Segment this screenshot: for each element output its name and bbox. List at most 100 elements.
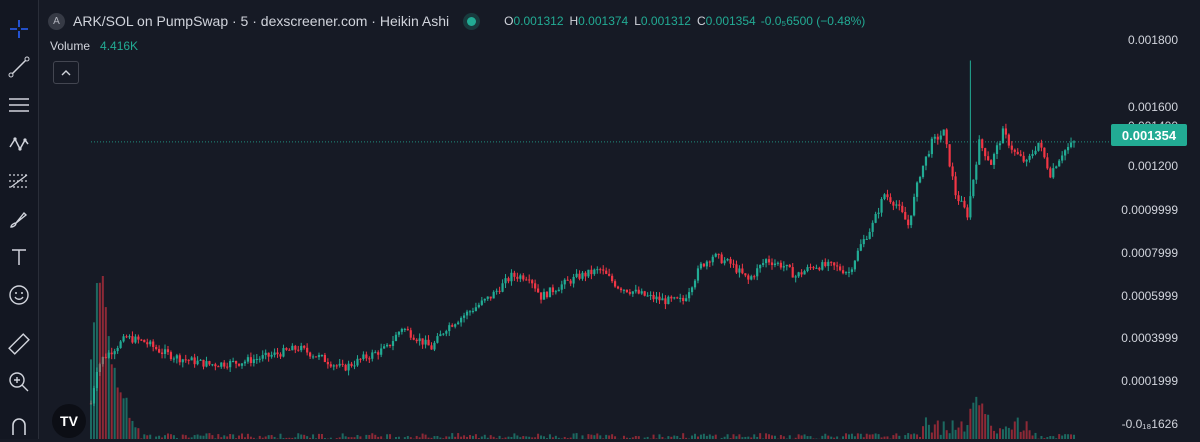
candle-body <box>350 364 352 366</box>
volume-bar <box>1061 436 1063 439</box>
symbol-badge[interactable]: A <box>48 13 65 30</box>
candle-body <box>427 340 429 346</box>
volume-bar <box>105 307 107 439</box>
candle-body <box>211 364 213 365</box>
crosshair-icon[interactable] <box>0 14 38 44</box>
volume-bar <box>164 435 166 439</box>
candle-body <box>1026 160 1028 162</box>
candle-body <box>510 273 512 281</box>
candle-body <box>1005 128 1007 134</box>
candle-body <box>898 204 900 205</box>
fib-icon[interactable] <box>0 166 38 196</box>
chart-title[interactable]: ARK/SOL on PumpSwap · 5 · dexscreener.co… <box>73 13 449 29</box>
candle-body <box>273 352 275 354</box>
candle-body <box>833 262 835 265</box>
volume-bar <box>972 403 974 439</box>
candle-body <box>652 295 654 299</box>
ruler-icon[interactable] <box>0 329 38 359</box>
volume-bar <box>200 436 202 439</box>
candle-body <box>1070 143 1072 148</box>
collapse-legend-button[interactable] <box>53 61 79 84</box>
candle-body <box>866 239 868 240</box>
volume-bar <box>422 434 424 439</box>
volume-bar <box>952 420 954 439</box>
candle-body <box>167 349 169 352</box>
volume-legend: Volume 4.416K <box>50 39 138 53</box>
volume-bar <box>185 435 187 439</box>
candle-body <box>638 290 640 294</box>
volume-bar <box>599 435 601 439</box>
volume-bar <box>925 417 927 439</box>
volume-bar <box>1070 434 1072 439</box>
volume-bar <box>907 433 909 439</box>
candle-body <box>901 206 903 212</box>
volume-bar <box>108 336 110 439</box>
magnet-icon[interactable] <box>0 412 38 442</box>
candle-body <box>318 355 320 357</box>
volume-bar <box>303 435 305 439</box>
candle-body <box>854 261 856 270</box>
candle-body <box>724 260 726 263</box>
candle-body <box>812 267 814 268</box>
candle-body <box>268 353 270 357</box>
volume-bar <box>451 433 453 439</box>
pattern-icon[interactable] <box>0 128 38 158</box>
brush-icon[interactable] <box>0 204 38 234</box>
candle-body <box>940 136 942 140</box>
candle-body <box>262 355 264 359</box>
candle-body <box>140 340 142 341</box>
candle-body <box>883 194 885 199</box>
candle-body <box>806 267 808 271</box>
volume-bar <box>1029 430 1031 439</box>
volume-bar <box>587 434 589 439</box>
candle-body <box>253 359 255 363</box>
low-value: 0.001312 <box>641 14 691 28</box>
candle-body <box>241 363 243 365</box>
candle-body <box>679 298 681 299</box>
volume-bar <box>611 434 613 439</box>
text-icon[interactable] <box>0 242 38 272</box>
candle-body <box>475 307 477 311</box>
tradingview-logo[interactable]: TV <box>52 404 86 438</box>
candle-body <box>803 271 805 274</box>
volume-bar <box>733 434 735 439</box>
candle-body <box>575 274 577 277</box>
volume-bar <box>170 434 172 439</box>
volume-bar <box>389 434 391 439</box>
candle-body <box>191 357 193 360</box>
candle-body <box>546 292 548 297</box>
candle-body <box>851 269 853 272</box>
emoji-icon[interactable] <box>0 280 38 310</box>
candle-body <box>1064 150 1066 155</box>
candle-body <box>667 297 669 304</box>
volume-bar <box>386 434 388 439</box>
candle-body <box>709 262 711 263</box>
candle-body <box>798 272 800 276</box>
volume-bar <box>120 392 122 439</box>
candle-body <box>445 331 447 334</box>
volume-bar <box>117 388 119 439</box>
candle-body <box>487 297 489 299</box>
volume-bar <box>860 434 862 439</box>
candle-body <box>655 297 657 300</box>
candle-body <box>182 359 184 362</box>
candle-body <box>463 315 465 317</box>
candle-body <box>750 276 752 279</box>
candle-body <box>424 340 426 345</box>
horizontal-lines-icon[interactable] <box>0 90 38 120</box>
volume-bar <box>356 435 358 439</box>
volume-bar <box>1058 434 1060 439</box>
candle-body <box>297 350 299 351</box>
candle-body <box>946 130 948 145</box>
zoom-in-icon[interactable] <box>0 367 38 397</box>
candle-body <box>658 297 660 301</box>
candle-body <box>768 259 770 262</box>
trend-line-icon[interactable] <box>0 52 38 82</box>
candle-body <box>913 197 915 216</box>
price-chart[interactable] <box>39 0 1200 439</box>
candle-body <box>430 345 432 349</box>
volume-bar <box>123 398 125 439</box>
candle-body <box>1073 141 1075 142</box>
candle-body <box>152 342 154 347</box>
candle-body <box>188 360 190 361</box>
